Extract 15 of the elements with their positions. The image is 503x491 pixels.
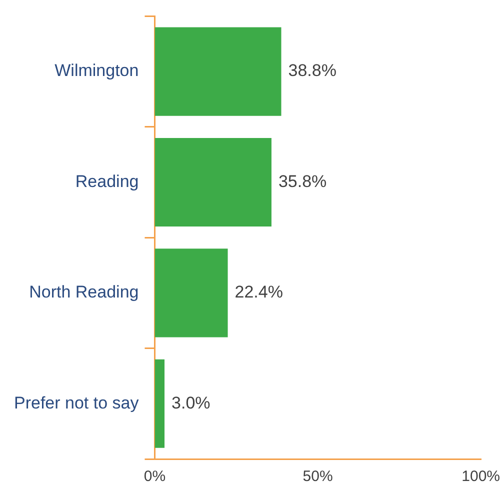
x-tick-label: 50%	[302, 468, 333, 486]
x-tick-label: 0%	[144, 468, 166, 486]
bar	[154, 27, 282, 116]
bar	[154, 359, 165, 448]
data-label: 35.8%	[278, 172, 327, 191]
y-tick-label: Reading	[75, 172, 139, 191]
data-label: 22.4%	[234, 282, 283, 302]
x-tick-label: 100%	[462, 468, 500, 486]
data-label: 38.8%	[288, 61, 336, 80]
bar	[154, 248, 228, 338]
y-tick-label: Prefer not to say	[14, 393, 140, 412]
y-tick-label: Wilmington	[54, 61, 139, 80]
data-label: 3.0%	[172, 393, 210, 412]
bar	[154, 138, 272, 227]
y-tick-label: North Reading	[29, 282, 139, 302]
